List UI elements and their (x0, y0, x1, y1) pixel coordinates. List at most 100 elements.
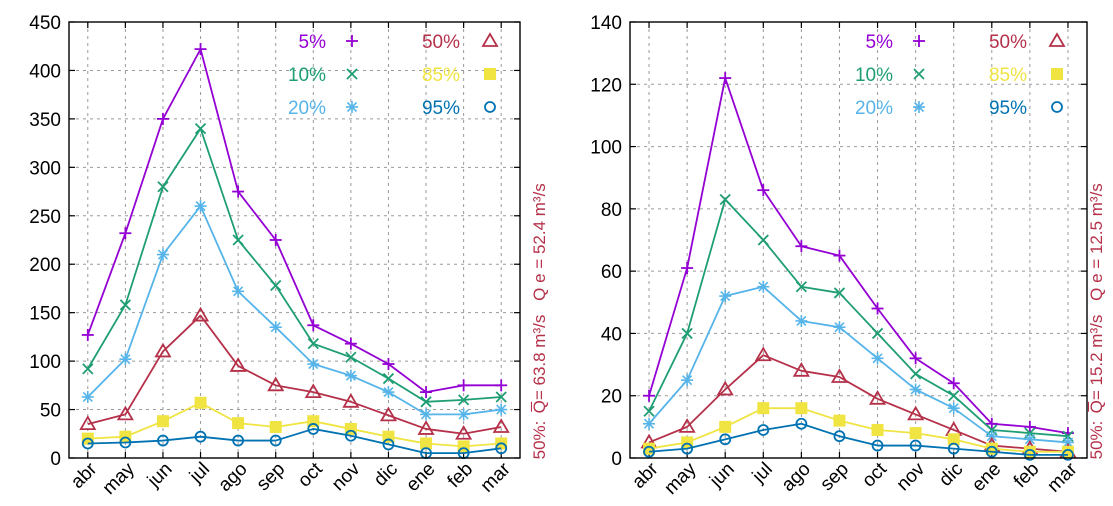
star-marker (948, 403, 959, 414)
data-point-20% (833, 321, 846, 334)
legend-marker-50% (481, 32, 499, 47)
data-point-85% (909, 427, 922, 440)
data-point-20% (495, 403, 508, 416)
data-point-5% (681, 262, 694, 275)
data-point-10% (270, 279, 282, 292)
star-marker (270, 322, 281, 333)
data-point-5% (307, 319, 320, 332)
data-point-95% (157, 434, 169, 447)
side-label-qe: Q e = 52.4 m³/s (530, 183, 549, 301)
data-point-50% (830, 368, 849, 383)
data-point-10% (232, 234, 244, 246)
star-marker (643, 418, 655, 429)
data-point-85% (795, 402, 808, 415)
data-point-10% (307, 338, 319, 350)
x-marker (457, 394, 470, 406)
x-marker (909, 368, 922, 380)
data-point-50% (492, 418, 510, 433)
data-point-85% (156, 415, 169, 428)
series-line-10% (87, 127, 502, 403)
y-tick-label: 300 (29, 158, 61, 179)
data-point-10% (119, 299, 132, 311)
x-marker (913, 68, 925, 80)
data-point-20% (947, 402, 960, 415)
legend-label-20%: 20% (855, 98, 893, 119)
data-point-10% (382, 372, 395, 385)
x-marker (345, 351, 357, 363)
data-point-85% (719, 420, 732, 433)
data-point-5% (795, 240, 808, 253)
x-marker (871, 327, 884, 340)
data-point-20% (871, 352, 884, 365)
star-marker (758, 281, 769, 292)
legend-marker-20% (913, 101, 925, 113)
data-point-10% (681, 327, 693, 340)
data-point-20% (119, 353, 132, 366)
data-point-10% (757, 234, 769, 246)
data-point-85% (194, 396, 207, 409)
data-point-5% (344, 337, 357, 350)
data-point-10% (948, 390, 960, 402)
series-line-85% (87, 401, 502, 448)
data-point-5% (757, 184, 770, 197)
data-point-10% (719, 193, 731, 206)
legend-label-10%: 10% (855, 65, 893, 86)
star-marker (233, 286, 244, 297)
data-point-95% (1023, 448, 1036, 461)
data-point-5% (119, 227, 132, 240)
x-marker (681, 327, 693, 340)
data-point-5% (420, 386, 433, 399)
data-point-95% (719, 433, 732, 446)
data-point-85% (420, 437, 433, 450)
data-point-10% (833, 287, 846, 299)
data-point-50% (907, 405, 925, 421)
star-marker (346, 101, 358, 113)
data-point-50% (79, 415, 97, 430)
star-marker (308, 358, 319, 370)
data-point-10% (82, 363, 94, 375)
data-point-20% (420, 408, 433, 421)
star-marker (345, 370, 356, 381)
star-marker (496, 404, 507, 415)
x-marker (270, 279, 282, 292)
data-point-20% (757, 280, 770, 293)
x-tick-label: jul (748, 459, 777, 488)
star-marker (682, 375, 693, 386)
x-marker (643, 405, 655, 417)
legend-label-85%: 85% (422, 65, 460, 86)
y-tick-label: 80 (601, 200, 622, 221)
y-tick-label: 20 (601, 387, 622, 408)
x-marker (757, 234, 769, 246)
x-tick-label: oct (858, 458, 891, 491)
x-marker (382, 372, 395, 385)
y-tick-label: 50 (40, 401, 61, 422)
x-tick-label: jun (143, 459, 176, 492)
x-tick-label: may (660, 458, 701, 499)
data-point-85% (757, 402, 770, 415)
data-point-20% (344, 369, 357, 382)
legend-label-50%: 50% (989, 32, 1027, 53)
y-tick-label: 350 (29, 110, 61, 131)
y-tick-label: 150 (29, 304, 61, 325)
star-marker (986, 431, 997, 442)
data-point-20% (232, 285, 245, 298)
x-tick-label: mar (1043, 458, 1081, 496)
y-tick-label: 100 (590, 138, 622, 159)
plot-frame (68, 21, 521, 459)
data-point-20% (457, 408, 470, 421)
data-point-20% (81, 390, 94, 403)
data-point-10% (457, 394, 470, 406)
star-marker (120, 354, 131, 365)
x-tick-label: jun (705, 459, 738, 492)
y-tick-label: 0 (611, 449, 622, 470)
data-point-85% (833, 414, 846, 427)
data-point-5% (495, 379, 508, 392)
data-point-95% (947, 442, 960, 455)
data-point-50% (342, 393, 360, 408)
data-point-5% (719, 72, 732, 85)
data-point-95% (681, 442, 694, 455)
data-point-85% (269, 420, 282, 433)
data-point-50% (678, 418, 696, 433)
data-point-95% (382, 438, 395, 451)
